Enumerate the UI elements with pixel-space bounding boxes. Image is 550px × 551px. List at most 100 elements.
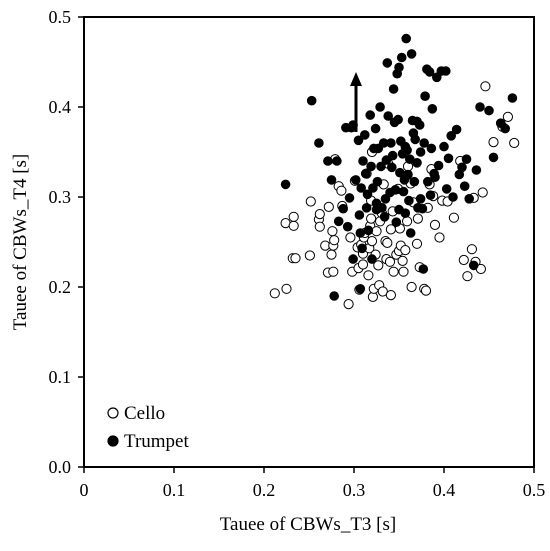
cello-point — [336, 185, 347, 196]
cello-point — [326, 249, 337, 260]
trumpet-point — [412, 158, 422, 168]
trumpet-point — [427, 104, 438, 114]
y-tick-label: 0.3 — [49, 187, 72, 207]
trumpet-point — [468, 260, 479, 271]
trumpet-point — [405, 228, 416, 238]
cello-point — [343, 299, 354, 310]
cello-point — [269, 288, 280, 299]
trumpet-point — [393, 114, 403, 125]
trumpet-point — [488, 152, 499, 163]
trumpet-point — [367, 254, 377, 264]
trumpet-point — [448, 192, 458, 202]
trumpet-point — [382, 58, 393, 68]
cello-point — [305, 196, 316, 207]
legend-cello-marker — [107, 407, 119, 419]
trumpet-point — [354, 210, 365, 220]
trumpet-point — [386, 138, 396, 148]
x-tick-label: 0.4 — [433, 480, 456, 500]
trumpet-point — [430, 172, 440, 182]
trumpet-point — [425, 190, 436, 200]
cello-point — [345, 232, 356, 243]
legend-trumpet-marker — [107, 435, 119, 447]
annotation-arrow — [350, 72, 362, 132]
trumpet-point — [500, 123, 511, 134]
cello-point — [290, 253, 301, 264]
trumpet-point — [377, 203, 387, 213]
y-tick-label: 0.5 — [49, 7, 72, 27]
trumpet-point — [332, 156, 342, 166]
trumpet-point — [375, 102, 385, 112]
cello-point — [462, 271, 473, 282]
trumpet-point — [353, 135, 364, 146]
cello-point — [458, 254, 469, 266]
cello-point — [357, 259, 369, 270]
trumpet-point — [475, 102, 485, 112]
cello-point — [480, 81, 491, 92]
legend: Cello Trumpet — [107, 403, 189, 452]
cello-point — [509, 137, 520, 149]
trumpet-point — [351, 175, 361, 185]
trumpet-point — [403, 169, 413, 180]
trumpet-point — [424, 67, 435, 77]
trumpet-point — [461, 154, 472, 164]
trumpet-point — [360, 130, 370, 140]
trumpet-point — [361, 203, 372, 213]
trumpet-point — [362, 189, 373, 200]
trumpet-point — [398, 186, 409, 197]
trumpet-point — [356, 183, 367, 193]
trumpet-point — [451, 124, 462, 135]
trumpet-point — [410, 134, 421, 145]
trumpet-point — [507, 93, 518, 103]
cello-point — [366, 236, 378, 247]
trumpet-point — [415, 194, 426, 204]
x-axis-label: Tauee of CBWs_T3 [s] — [220, 514, 396, 535]
cello-point — [466, 244, 477, 255]
cello-point — [281, 283, 292, 294]
cello-point — [406, 281, 417, 293]
trumpet-point — [433, 160, 444, 171]
cello-point — [434, 232, 445, 243]
trumpet-point — [365, 110, 376, 120]
trumpet-point — [355, 284, 366, 294]
trumpet-point — [443, 153, 454, 164]
y-tick-label: 0.2 — [49, 277, 72, 297]
x-tick-label: 0.2 — [253, 480, 276, 500]
trumpet-point — [441, 184, 452, 194]
cello-point — [412, 213, 423, 224]
cello-point — [488, 137, 499, 148]
cello-point — [448, 212, 459, 223]
cello-point — [328, 266, 339, 277]
trumpet-point — [396, 52, 407, 63]
trumpet-point — [394, 204, 404, 215]
cello-point — [477, 187, 488, 198]
trumpet-point — [338, 203, 349, 214]
trumpet-point — [376, 161, 386, 172]
legend-trumpet-label: Trumpet — [124, 431, 189, 452]
trumpet-point — [363, 225, 374, 236]
y-axis-label: Tauee of CBWs_T4 [s] — [10, 154, 31, 330]
trumpet-point — [355, 228, 366, 238]
cello-point — [420, 285, 432, 296]
cello-point — [502, 111, 513, 123]
trumpet-point — [379, 212, 390, 222]
x-axis-ticks: 0 0.1 0.2 0.3 0.4 0.5 — [80, 467, 545, 500]
trumpet-point — [401, 33, 412, 44]
cello-point — [366, 213, 377, 224]
trumpet-point — [348, 254, 358, 264]
trumpet-point — [323, 156, 333, 166]
trumpet-point — [423, 176, 433, 187]
trumpet-point — [457, 162, 467, 173]
data-points — [269, 33, 520, 310]
cello-point — [304, 250, 315, 261]
trumpet-point — [418, 264, 429, 274]
trumpet-point — [366, 161, 376, 172]
trumpet-point — [426, 143, 437, 154]
trumpet-point — [306, 95, 317, 106]
cello-point — [314, 209, 325, 220]
trumpet-point — [419, 138, 430, 148]
trumpet-point — [414, 120, 425, 130]
trumpet-point — [357, 243, 367, 254]
cello-point — [314, 221, 325, 232]
